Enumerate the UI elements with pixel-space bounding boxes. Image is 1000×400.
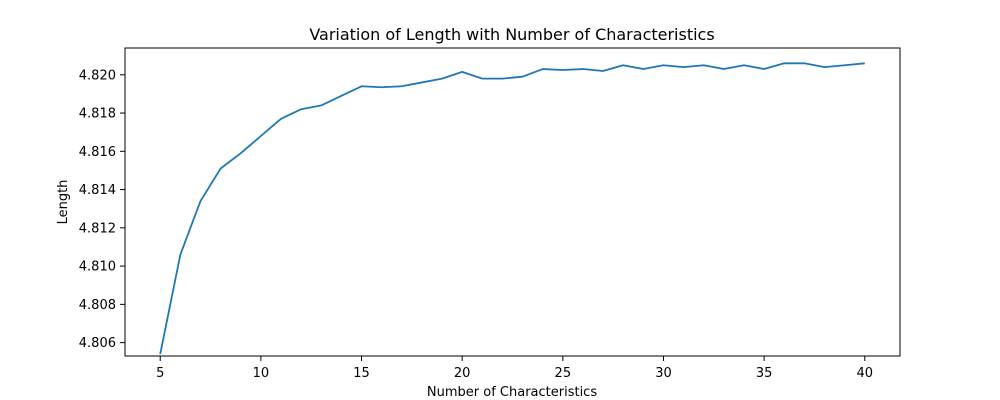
y-tick-label: 4.806 <box>79 336 116 351</box>
plot-frame <box>124 47 901 357</box>
chart-title: Variation of Length with Number of Chara… <box>309 25 714 44</box>
y-tick-label: 4.808 <box>79 298 116 313</box>
x-tick-label: 35 <box>756 366 773 381</box>
x-tick-label: 25 <box>555 366 572 381</box>
series-line <box>159 62 865 355</box>
x-tick-label: 5 <box>156 366 164 381</box>
x-axis: 5 10 15 20 25 30 35 40 <box>156 356 873 381</box>
x-tick-label: 10 <box>253 366 270 381</box>
y-axis-label: Length <box>56 180 71 225</box>
y-tick-label: 4.816 <box>79 145 116 160</box>
x-tick-label: 30 <box>655 366 672 381</box>
x-tick-label: 20 <box>454 366 471 381</box>
x-tick-label: 40 <box>856 366 873 381</box>
x-tick-label: 15 <box>353 366 370 381</box>
y-tick-label: 4.812 <box>79 221 116 236</box>
y-axis: 4.806 4.808 4.810 4.812 4.814 4.816 4.818 4.820 <box>79 68 125 351</box>
series-layer <box>159 62 865 355</box>
y-tick-label: 4.810 <box>79 260 116 275</box>
y-tick-label: 4.818 <box>79 107 116 122</box>
y-tick-label: 4.820 <box>79 68 116 83</box>
plot-area <box>124 47 901 357</box>
y-tick-label: 4.814 <box>79 183 116 198</box>
x-axis-label: Number of Characteristics <box>427 385 597 400</box>
